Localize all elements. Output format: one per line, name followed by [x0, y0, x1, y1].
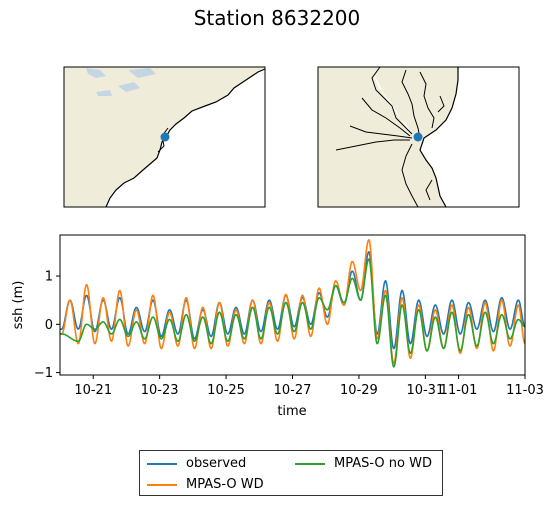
x-axis-label: time	[277, 404, 306, 419]
overview-map-lake	[86, 68, 106, 78]
series-line-1	[60, 238, 526, 364]
figure-title: Station 8632200	[193, 6, 361, 30]
zoom-map-river	[401, 69, 421, 139]
x-tick-label: 10-29	[340, 383, 378, 398]
legend-label: MPAS-O WD	[186, 477, 264, 492]
overview-map-frame	[63, 66, 266, 208]
x-tick-label: 11-01	[440, 383, 478, 398]
zoom-map-shore	[425, 179, 433, 201]
legend-label: MPAS-O no WD	[334, 456, 432, 471]
overview-map-coastline	[105, 68, 266, 208]
y-tick-label: 1	[45, 270, 53, 285]
zoom-map-coastline	[419, 67, 459, 208]
legend-label: observed	[186, 456, 247, 471]
station-marker	[413, 132, 423, 142]
zoom-map-shore	[437, 95, 445, 113]
legend: observed MPAS-O WD MPAS-O no WD	[139, 450, 443, 496]
overview-map-lake	[128, 68, 156, 78]
overview-map	[63, 66, 266, 208]
zoom-map-river	[335, 139, 410, 151]
overview-map-lake	[96, 90, 112, 96]
zoom-map-shore	[401, 143, 419, 208]
zoom-map-frame	[317, 66, 520, 208]
y-tick-label: 0	[45, 318, 53, 333]
series-line-0	[60, 250, 526, 350]
x-tick-label: 10-25	[207, 383, 245, 398]
overview-map-lake	[118, 82, 140, 92]
legend-swatch	[295, 463, 325, 465]
zoom-map-river	[349, 125, 413, 139]
zoom-map-river	[419, 71, 435, 129]
x-tick-label: 10-21	[74, 383, 112, 398]
legend-swatch	[147, 463, 177, 465]
series-line-2	[60, 258, 526, 368]
x-tick-label: 10-27	[274, 383, 312, 398]
y-tick-label: −1	[34, 366, 53, 381]
x-tick-label: 11-03	[506, 383, 544, 398]
zoom-map-river	[371, 66, 413, 135]
legend-swatch	[147, 484, 177, 486]
timeseries-frame	[59, 234, 526, 376]
x-tick-label: 10-23	[141, 383, 179, 398]
x-tick-label: 10-31	[406, 383, 444, 398]
zoom-map-river	[361, 97, 411, 137]
zoom-map	[317, 66, 520, 208]
y-axis-label: ssh (m)	[11, 281, 26, 330]
zoom-map-ocean	[420, 67, 519, 207]
station-marker	[160, 132, 170, 142]
